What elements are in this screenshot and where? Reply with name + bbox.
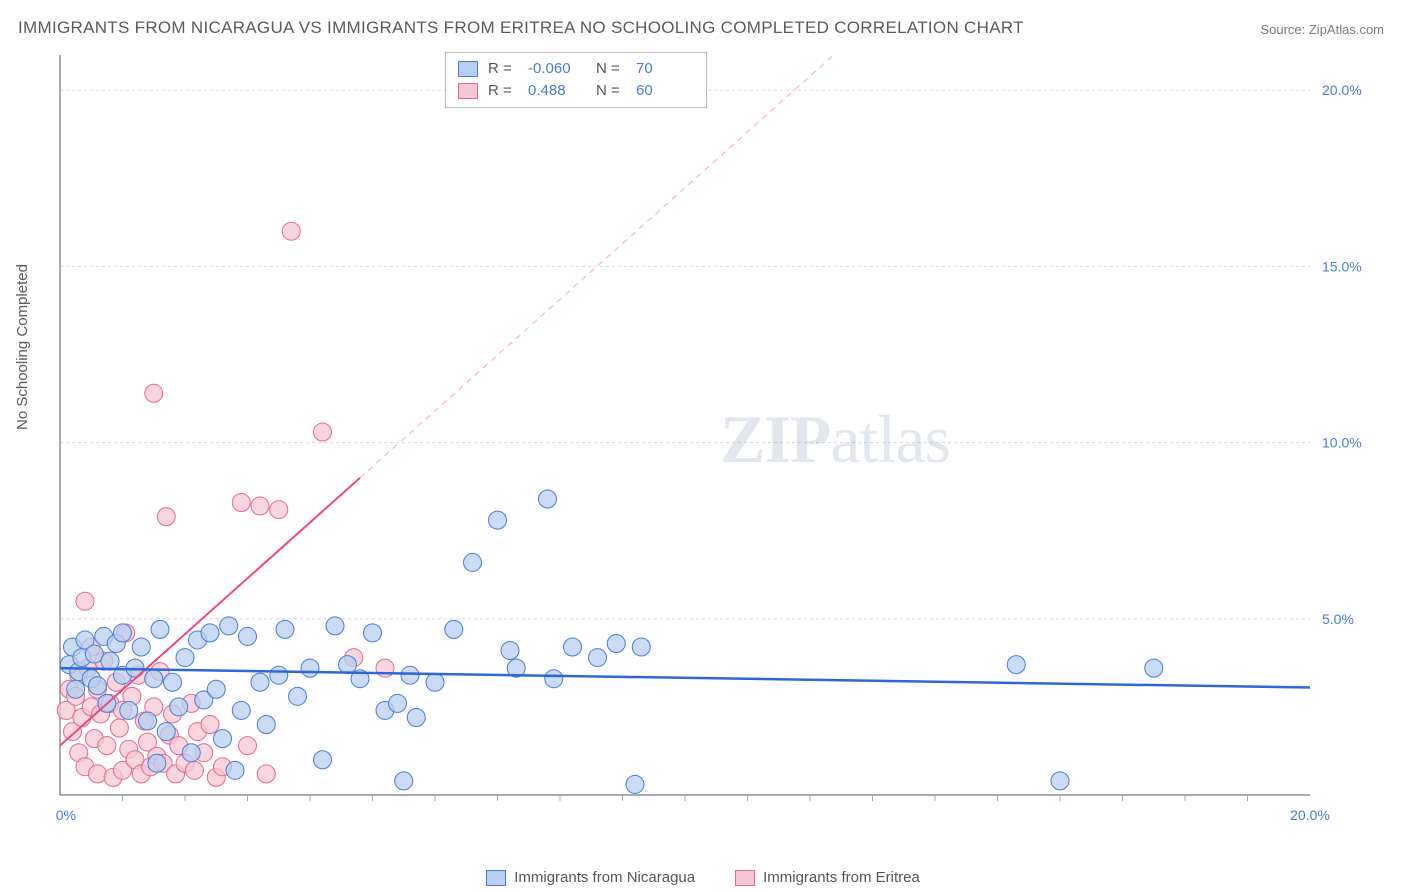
eritrea-point [76, 592, 94, 610]
nicaragua-point [207, 680, 225, 698]
legend-swatch [458, 61, 478, 77]
nicaragua-point [445, 620, 463, 638]
nicaragua-point [564, 638, 582, 656]
eritrea-point [314, 423, 332, 441]
eritrea-point [257, 765, 275, 783]
nicaragua-point [145, 670, 163, 688]
nicaragua-point [114, 624, 132, 642]
nicaragua-point [232, 701, 250, 719]
nicaragua-point [214, 730, 232, 748]
nicaragua-point [426, 673, 444, 691]
legend-swatch [735, 870, 755, 886]
legend-label: Immigrants from Nicaragua [514, 869, 695, 886]
eritrea-point [270, 501, 288, 519]
r-value: 0.488 [528, 80, 586, 102]
nicaragua-point [326, 617, 344, 635]
legend-row: R = -0.060 N = 70 [458, 58, 694, 80]
nicaragua-point [301, 659, 319, 677]
nicaragua-point [389, 694, 407, 712]
r-label: R = [488, 80, 518, 102]
legend-row: R = 0.488 N = 60 [458, 80, 694, 102]
eritrea-point [282, 222, 300, 240]
nicaragua-point [226, 761, 244, 779]
nicaragua-point [464, 553, 482, 571]
r-value: -0.060 [528, 58, 586, 80]
nicaragua-point [89, 677, 107, 695]
eritrea-point [110, 719, 128, 737]
legend-item: Immigrants from Eritrea [735, 869, 920, 886]
nicaragua-point [545, 670, 563, 688]
nicaragua-point [339, 656, 357, 674]
nicaragua-point [67, 680, 85, 698]
nicaragua-point [120, 701, 138, 719]
n-value: 70 [636, 58, 694, 80]
nicaragua-point [176, 649, 194, 667]
eritrea-point [185, 761, 203, 779]
series-legend: Immigrants from Nicaragua Immigrants from… [0, 869, 1406, 886]
nicaragua-point [101, 652, 119, 670]
correlation-legend: R = -0.060 N = 70 R = 0.488 N = 60 [445, 52, 707, 108]
eritrea-point [89, 765, 107, 783]
nicaragua-point [395, 772, 413, 790]
nicaragua-point [289, 687, 307, 705]
eritrea-point [157, 508, 175, 526]
svg-text:5.0%: 5.0% [1322, 611, 1354, 627]
svg-text:20.0%: 20.0% [1290, 807, 1330, 823]
nicaragua-point [220, 617, 238, 635]
nicaragua-point [1007, 656, 1025, 674]
legend-swatch [458, 83, 478, 99]
n-value: 60 [636, 80, 694, 102]
eritrea-point [98, 737, 116, 755]
nicaragua-point [1145, 659, 1163, 677]
scatter-chart: 5.0% 10.0% 15.0% 20.0% 0.0% 20.0% [55, 50, 1375, 830]
nicaragua-point [401, 666, 419, 684]
nicaragua-point [626, 775, 644, 793]
y-axis-label: No Schooling Completed [14, 264, 31, 430]
nicaragua-point [314, 751, 332, 769]
nicaragua-point [148, 754, 166, 772]
nicaragua-point [239, 627, 257, 645]
nicaragua-point [151, 620, 169, 638]
nicaragua-point [607, 634, 625, 652]
svg-text:15.0%: 15.0% [1322, 258, 1362, 274]
nicaragua-trend [60, 668, 1310, 687]
r-label: R = [488, 58, 518, 80]
nicaragua-point [364, 624, 382, 642]
nicaragua-point [539, 490, 557, 508]
nicaragua-point [489, 511, 507, 529]
svg-text:10.0%: 10.0% [1322, 435, 1362, 451]
legend-item: Immigrants from Nicaragua [486, 869, 695, 886]
plot-area: 5.0% 10.0% 15.0% 20.0% 0.0% 20.0% [55, 50, 1375, 830]
nicaragua-point [139, 712, 157, 730]
nicaragua-point [182, 744, 200, 762]
nicaragua-point [276, 620, 294, 638]
legend-swatch [486, 870, 506, 886]
nicaragua-point [201, 624, 219, 642]
eritrea-point [201, 716, 219, 734]
nicaragua-point [170, 698, 188, 716]
legend-label: Immigrants from Eritrea [763, 869, 920, 886]
n-label: N = [596, 80, 626, 102]
eritrea-point [145, 384, 163, 402]
nicaragua-point [1051, 772, 1069, 790]
nicaragua-point [501, 642, 519, 660]
svg-text:0.0%: 0.0% [55, 807, 76, 823]
nicaragua-point [257, 716, 275, 734]
chart-title: IMMIGRANTS FROM NICARAGUA VS IMMIGRANTS … [18, 18, 1024, 38]
n-label: N = [596, 58, 626, 80]
eritrea-point [251, 497, 269, 515]
nicaragua-point [164, 673, 182, 691]
source-label: Source: ZipAtlas.com [1260, 22, 1384, 37]
nicaragua-point [632, 638, 650, 656]
nicaragua-point [157, 723, 175, 741]
eritrea-point [239, 737, 257, 755]
nicaragua-point [132, 638, 150, 656]
svg-text:20.0%: 20.0% [1322, 82, 1362, 98]
eritrea-point [232, 494, 250, 512]
nicaragua-point [270, 666, 288, 684]
nicaragua-point [251, 673, 269, 691]
nicaragua-point [407, 708, 425, 726]
nicaragua-point [589, 649, 607, 667]
